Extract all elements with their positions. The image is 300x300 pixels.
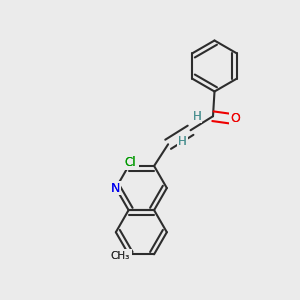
Text: CH₃: CH₃	[111, 251, 130, 261]
FancyBboxPatch shape	[177, 135, 188, 148]
FancyBboxPatch shape	[108, 249, 132, 263]
Text: H: H	[178, 135, 187, 148]
Text: H: H	[193, 110, 201, 123]
Text: N: N	[111, 182, 121, 194]
Text: O: O	[230, 112, 240, 125]
Text: O: O	[230, 112, 240, 125]
FancyBboxPatch shape	[110, 181, 122, 195]
FancyBboxPatch shape	[191, 110, 203, 123]
Text: N: N	[111, 182, 121, 194]
Text: CH₃: CH₃	[111, 251, 130, 261]
Text: H: H	[178, 135, 187, 148]
Text: H: H	[193, 110, 201, 123]
FancyBboxPatch shape	[230, 112, 241, 125]
Text: Cl: Cl	[124, 157, 136, 169]
FancyBboxPatch shape	[121, 156, 139, 170]
Text: Cl: Cl	[124, 157, 136, 169]
